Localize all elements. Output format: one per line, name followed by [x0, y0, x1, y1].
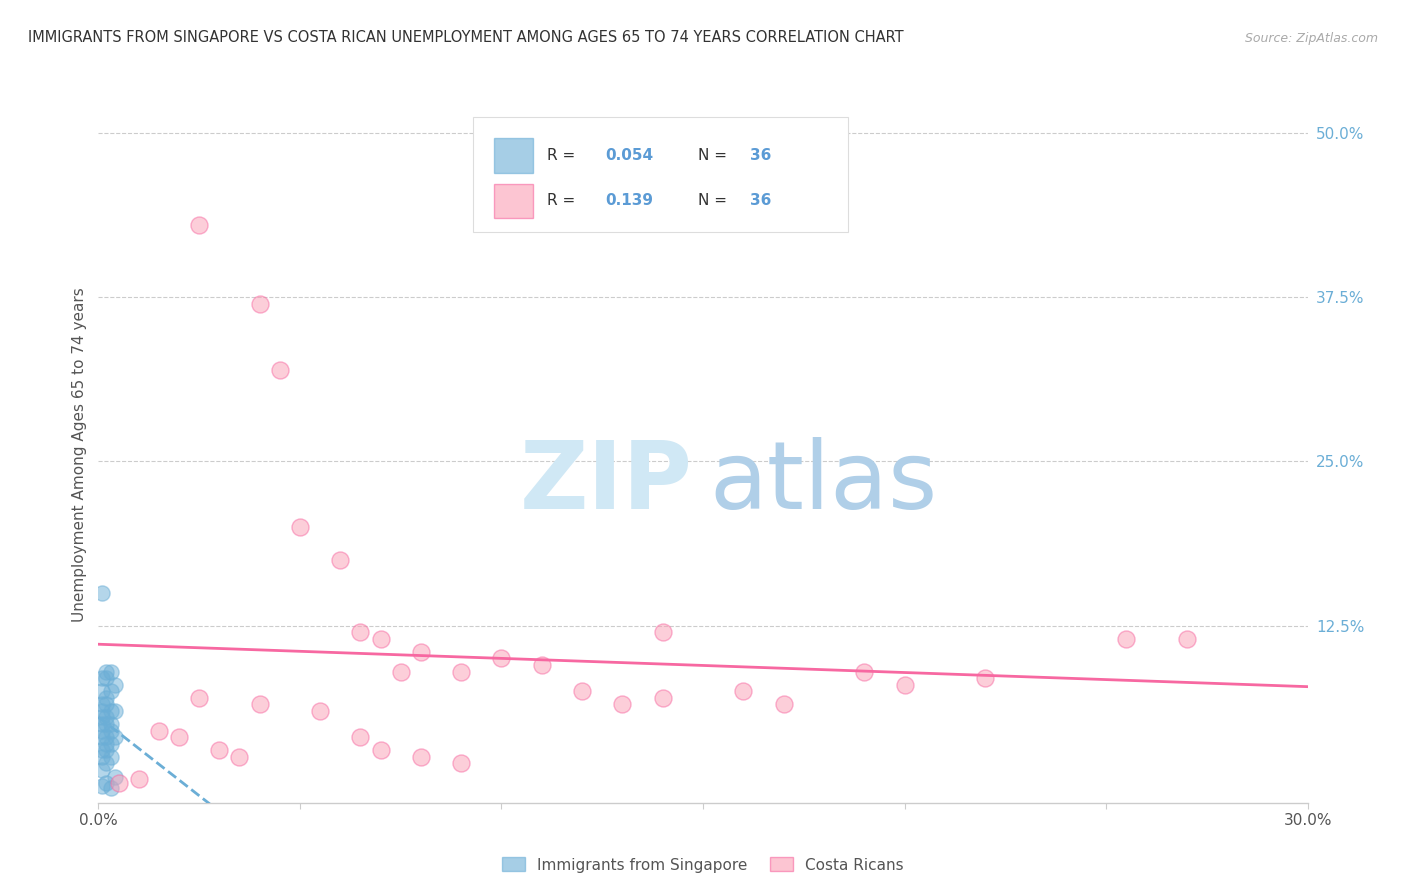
Point [96, 717, 118, 731]
Point [893, 678, 915, 692]
Point [96, 743, 118, 757]
Point [91, 671, 114, 685]
Point [91, 698, 114, 712]
Text: 0.054: 0.054 [605, 148, 654, 163]
Point [100, 665, 122, 679]
Point [249, 297, 271, 311]
Text: Source: ZipAtlas.com: Source: ZipAtlas.com [1244, 31, 1378, 45]
Point [91, 723, 114, 738]
Text: atlas: atlas [710, 437, 938, 529]
Point [96, 665, 118, 679]
Legend: Immigrants from Singapore, Costa Ricans: Immigrants from Singapore, Costa Ricans [496, 851, 910, 879]
Point [450, 756, 472, 771]
Point [450, 665, 472, 679]
Point [733, 684, 755, 698]
Point [96, 690, 118, 705]
Text: N =: N = [699, 194, 733, 209]
Point [91, 743, 114, 757]
Point [571, 684, 593, 698]
Text: IMMIGRANTS FROM SINGAPORE VS COSTA RICAN UNEMPLOYMENT AMONG AGES 65 TO 74 YEARS : IMMIGRANTS FROM SINGAPORE VS COSTA RICAN… [28, 29, 904, 45]
Point [329, 553, 352, 567]
Point [100, 723, 122, 738]
Point [651, 690, 673, 705]
Point [96, 698, 118, 712]
Point [91, 717, 114, 731]
Point [228, 749, 250, 764]
Point [91, 749, 114, 764]
FancyBboxPatch shape [494, 138, 533, 173]
Point [491, 651, 513, 665]
FancyBboxPatch shape [474, 118, 848, 232]
Point [1115, 632, 1137, 646]
Point [100, 684, 122, 698]
Point [91, 730, 114, 744]
Text: 36: 36 [751, 194, 772, 209]
Text: R =: R = [547, 148, 581, 163]
Point [100, 749, 122, 764]
Point [100, 717, 122, 731]
Point [409, 645, 432, 659]
Point [651, 625, 673, 640]
Y-axis label: Unemployment Among Ages 65 to 74 years: Unemployment Among Ages 65 to 74 years [72, 287, 87, 623]
Point [100, 781, 122, 796]
Point [772, 698, 794, 712]
Point [100, 737, 122, 751]
Point [349, 625, 371, 640]
Point [167, 730, 190, 744]
Text: N =: N = [699, 148, 733, 163]
Point [349, 730, 371, 744]
Point [96, 776, 118, 790]
Point [107, 776, 129, 790]
Point [103, 730, 125, 744]
Point [188, 690, 211, 705]
Point [409, 749, 432, 764]
Text: ZIP: ZIP [520, 437, 693, 529]
Point [128, 772, 150, 787]
Point [96, 671, 118, 685]
Point [530, 657, 553, 672]
Point [249, 698, 271, 712]
Point [269, 362, 291, 376]
Point [612, 698, 634, 712]
Point [91, 779, 114, 793]
Point [103, 704, 125, 718]
Text: 0.139: 0.139 [605, 194, 652, 209]
Point [91, 763, 114, 777]
Point [91, 586, 114, 600]
Point [389, 665, 412, 679]
Point [974, 671, 997, 685]
Point [96, 756, 118, 771]
Point [96, 730, 118, 744]
Point [309, 704, 332, 718]
Point [188, 218, 211, 232]
Point [370, 743, 392, 757]
Point [103, 770, 125, 784]
Point [1175, 632, 1198, 646]
Point [91, 704, 114, 718]
Point [853, 665, 876, 679]
Point [370, 632, 392, 646]
Point [96, 710, 118, 724]
Point [91, 684, 114, 698]
Point [96, 737, 118, 751]
Text: R =: R = [547, 194, 585, 209]
Point [91, 710, 114, 724]
Text: 36: 36 [751, 148, 772, 163]
Point [208, 743, 231, 757]
Point [103, 678, 125, 692]
Point [288, 520, 311, 534]
Point [100, 704, 122, 718]
Point [148, 723, 170, 738]
FancyBboxPatch shape [494, 184, 533, 219]
